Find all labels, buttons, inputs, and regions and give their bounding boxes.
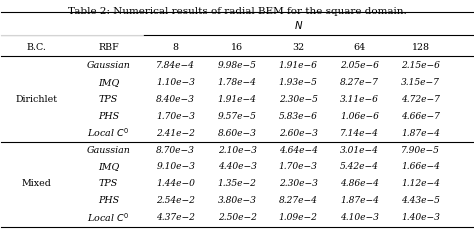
Text: TPS: TPS	[99, 95, 118, 104]
Text: 2.50e−2: 2.50e−2	[218, 213, 256, 222]
Text: Gaussian: Gaussian	[87, 146, 130, 155]
Text: 3.15e−7: 3.15e−7	[401, 78, 440, 87]
Text: 1.70e−3: 1.70e−3	[279, 162, 318, 171]
Text: 9.98e−5: 9.98e−5	[218, 61, 256, 70]
Text: 16: 16	[231, 43, 243, 52]
Text: 2.05e−6: 2.05e−6	[340, 61, 379, 70]
Text: 1.93e−5: 1.93e−5	[279, 78, 318, 87]
Text: RBF: RBF	[98, 43, 119, 52]
Text: 4.37e−2: 4.37e−2	[156, 213, 195, 222]
Text: 32: 32	[292, 43, 304, 52]
Text: 5.42e−4: 5.42e−4	[340, 162, 379, 171]
Text: 64: 64	[354, 43, 365, 52]
Text: 1.40e−3: 1.40e−3	[401, 213, 440, 222]
Text: 4.40e−3: 4.40e−3	[218, 162, 256, 171]
Text: 7.90e−5: 7.90e−5	[401, 146, 440, 155]
Text: 1.91e−4: 1.91e−4	[218, 95, 256, 104]
Text: 7.84e−4: 7.84e−4	[156, 61, 195, 70]
Text: 1.78e−4: 1.78e−4	[218, 78, 256, 87]
Text: 1.35e−2: 1.35e−2	[218, 179, 256, 188]
Text: 2.54e−2: 2.54e−2	[156, 196, 195, 205]
Text: 2.60e−3: 2.60e−3	[279, 129, 318, 138]
Text: IMQ: IMQ	[98, 78, 119, 87]
Text: 8.40e−3: 8.40e−3	[156, 95, 195, 104]
Text: 1.70e−3: 1.70e−3	[156, 112, 195, 121]
Text: 5.83e−6: 5.83e−6	[279, 112, 318, 121]
Text: 4.86e−4: 4.86e−4	[340, 179, 379, 188]
Text: 4.10e−3: 4.10e−3	[340, 213, 379, 222]
Text: IMQ: IMQ	[98, 162, 119, 171]
Text: 1.66e−4: 1.66e−4	[401, 162, 440, 171]
Text: 1.10e−3: 1.10e−3	[156, 78, 195, 87]
Text: 8.27e−4: 8.27e−4	[279, 196, 318, 205]
Text: Local $C^0$: Local $C^0$	[87, 211, 130, 224]
Text: 128: 128	[412, 43, 430, 52]
Text: Gaussian: Gaussian	[87, 61, 130, 70]
Text: 4.64e−4: 4.64e−4	[279, 146, 318, 155]
Text: 2.41e−2: 2.41e−2	[156, 129, 195, 138]
Text: Dirichlet: Dirichlet	[16, 95, 58, 104]
Text: 1.06e−6: 1.06e−6	[340, 112, 379, 121]
Text: Table 2: Numerical results of radial BEM for the square domain.: Table 2: Numerical results of radial BEM…	[68, 7, 406, 16]
Text: 2.30e−3: 2.30e−3	[279, 179, 318, 188]
Text: 3.11e−6: 3.11e−6	[340, 95, 379, 104]
Text: 1.87e−4: 1.87e−4	[340, 196, 379, 205]
Text: 1.87e−4: 1.87e−4	[401, 129, 440, 138]
Text: 7.14e−4: 7.14e−4	[340, 129, 379, 138]
Text: TPS: TPS	[99, 179, 118, 188]
Text: 2.30e−5: 2.30e−5	[279, 95, 318, 104]
Text: 8.60e−3: 8.60e−3	[218, 129, 256, 138]
Text: 4.66e−7: 4.66e−7	[401, 112, 440, 121]
Text: 3.80e−3: 3.80e−3	[218, 196, 256, 205]
Text: 8.27e−7: 8.27e−7	[340, 78, 379, 87]
Text: Local $C^0$: Local $C^0$	[87, 127, 130, 139]
Text: 4.43e−5: 4.43e−5	[401, 196, 440, 205]
Text: 1.12e−4: 1.12e−4	[401, 179, 440, 188]
Text: 8: 8	[173, 43, 179, 52]
Text: 8.70e−3: 8.70e−3	[156, 146, 195, 155]
Text: B.C.: B.C.	[27, 43, 46, 52]
Text: 1.91e−6: 1.91e−6	[279, 61, 318, 70]
Text: 2.10e−3: 2.10e−3	[218, 146, 256, 155]
Text: PHS: PHS	[98, 196, 119, 205]
Text: 2.15e−6: 2.15e−6	[401, 61, 440, 70]
Text: PHS: PHS	[98, 112, 119, 121]
Text: 9.10e−3: 9.10e−3	[156, 162, 195, 171]
Text: 4.72e−7: 4.72e−7	[401, 95, 440, 104]
Text: 1.09e−2: 1.09e−2	[279, 213, 318, 222]
Text: 3.01e−4: 3.01e−4	[340, 146, 379, 155]
Text: Mixed: Mixed	[22, 179, 52, 188]
Text: 9.57e−5: 9.57e−5	[218, 112, 256, 121]
Text: 1.44e−0: 1.44e−0	[156, 179, 195, 188]
Text: $N$: $N$	[293, 19, 303, 31]
